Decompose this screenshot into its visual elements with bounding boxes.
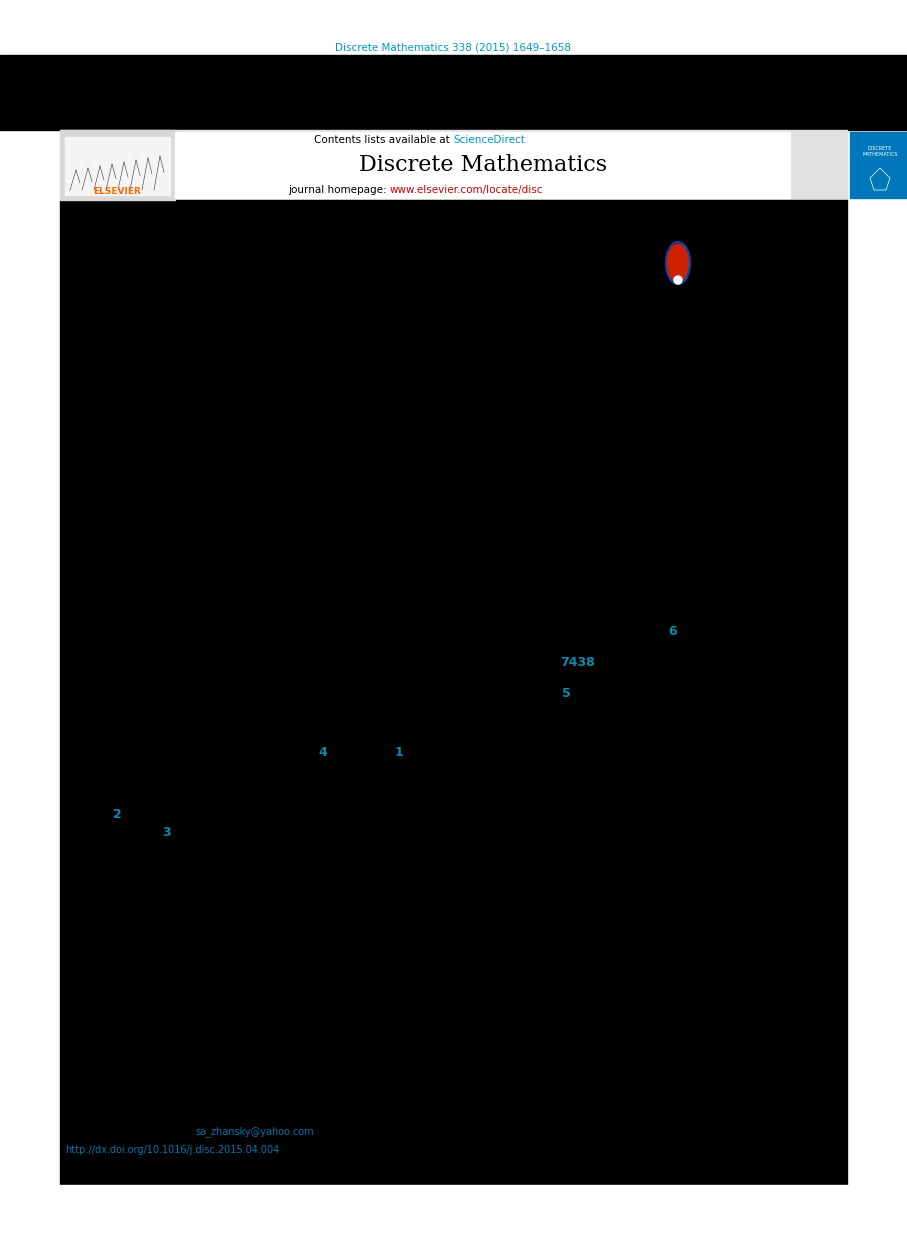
Bar bbox=[65, 137, 170, 196]
Bar bbox=[175, 132, 790, 198]
Bar bbox=[0, 1185, 907, 1238]
Text: http://dx.doi.org/10.1016/j.disc.2015.04.004: http://dx.doi.org/10.1016/j.disc.2015.04… bbox=[65, 1145, 279, 1155]
Text: ScienceDirect: ScienceDirect bbox=[453, 135, 525, 145]
Text: 1: 1 bbox=[395, 747, 404, 759]
Text: 7438: 7438 bbox=[560, 656, 595, 669]
Text: Discrete Mathematics 338 (2015) 1649–1658: Discrete Mathematics 338 (2015) 1649–165… bbox=[335, 43, 571, 53]
Text: journal homepage:: journal homepage: bbox=[288, 184, 390, 196]
Text: Discrete Mathematics: Discrete Mathematics bbox=[359, 154, 607, 176]
Ellipse shape bbox=[667, 244, 689, 282]
Text: ELSEVIER: ELSEVIER bbox=[93, 187, 141, 196]
Bar bbox=[60, 201, 847, 1185]
Text: 5: 5 bbox=[562, 687, 571, 699]
Text: 6: 6 bbox=[668, 625, 677, 638]
Text: www.elsevier.com/locate/disc: www.elsevier.com/locate/disc bbox=[390, 184, 543, 196]
Text: 2: 2 bbox=[113, 808, 122, 821]
Text: Contents lists available at: Contents lists available at bbox=[314, 135, 453, 145]
Bar bbox=[60, 130, 175, 201]
Bar bbox=[60, 130, 847, 201]
Text: 3: 3 bbox=[162, 826, 171, 839]
Bar bbox=[850, 132, 907, 198]
Ellipse shape bbox=[674, 276, 682, 284]
Text: MATHEMATICS: MATHEMATICS bbox=[863, 152, 898, 157]
Text: sa_zhansky@yahoo.com: sa_zhansky@yahoo.com bbox=[195, 1127, 314, 1138]
Text: DISCRETE: DISCRETE bbox=[868, 146, 892, 151]
Bar bbox=[0, 54, 907, 130]
Text: 4: 4 bbox=[318, 747, 327, 759]
